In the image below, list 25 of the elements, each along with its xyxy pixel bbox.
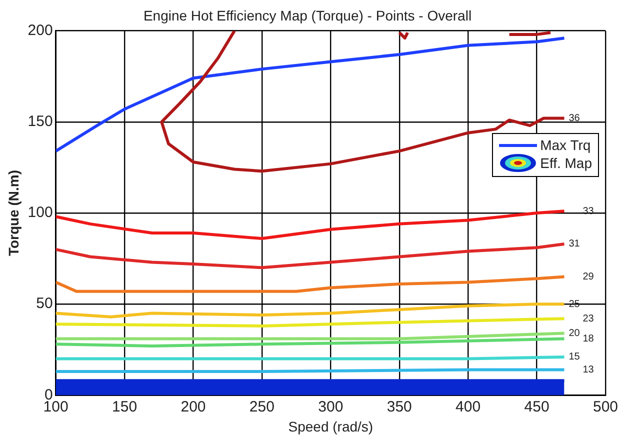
series-label: 23: [582, 313, 594, 324]
series-label: 15: [568, 352, 580, 363]
x-tick-label: 200: [180, 398, 206, 416]
y-tick-label: 50: [36, 295, 53, 312]
series-label: 13: [582, 364, 594, 376]
x-axis-title: Speed (rad/s): [288, 418, 374, 434]
series-label: 20: [568, 328, 580, 339]
chart-title: Engine Hot Efficiency Map (Torque) - Points - Overall: [143, 7, 472, 24]
y-tick-label: 100: [28, 204, 53, 222]
x-tick-label: 500: [592, 398, 618, 416]
series-label: 29: [582, 272, 594, 283]
annotation: Eff. Map: [540, 155, 592, 171]
x-tick-label: 150: [112, 398, 138, 416]
y-tick-label: 150: [28, 113, 53, 130]
x-tick-label: 250: [249, 398, 274, 416]
series-label: 18: [582, 333, 594, 344]
x-tick-label: 350: [386, 398, 412, 416]
y-tick-label: 200: [28, 22, 53, 39]
series-label: 36: [568, 113, 580, 124]
y-axis-title: Torque (N.m): [5, 170, 22, 256]
x-tick-label: 300: [318, 398, 344, 416]
legend-label: Max Trq: [540, 137, 591, 153]
x-tick-label: 400: [456, 398, 481, 416]
series-label: 31: [568, 238, 580, 250]
x-tick-label: 450: [524, 398, 550, 416]
